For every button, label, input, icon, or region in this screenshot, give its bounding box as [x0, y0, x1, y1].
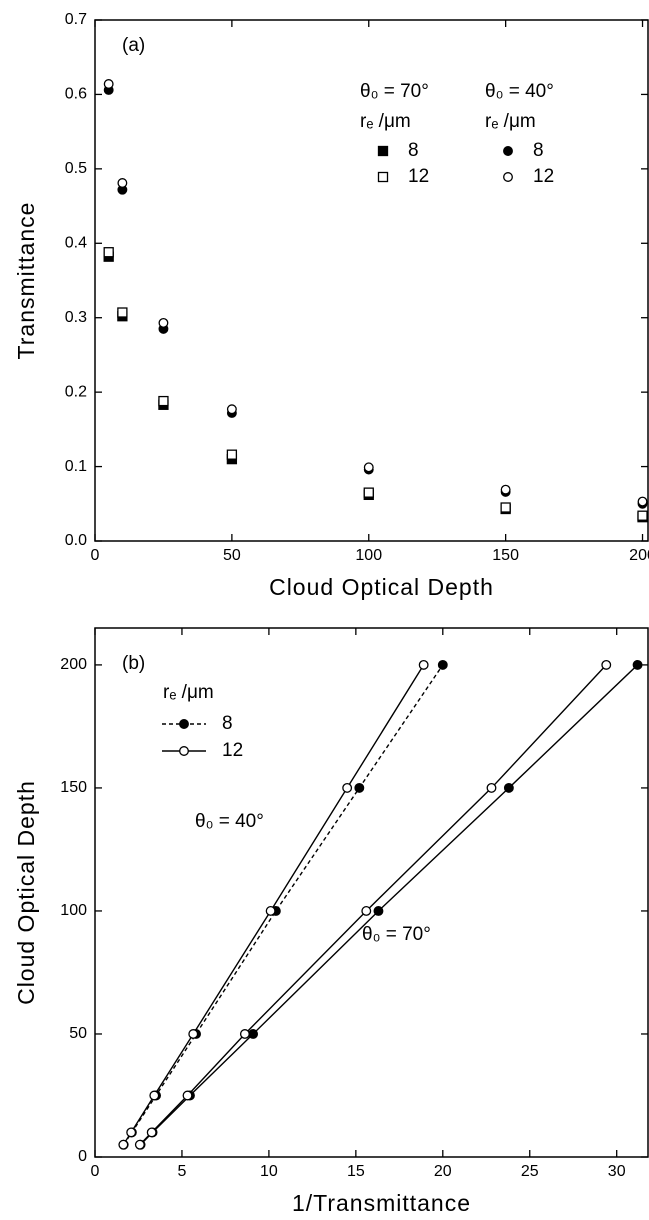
- legend-subtitle: rₑ /μm: [360, 111, 411, 132]
- x-tick-label: 0: [91, 1163, 100, 1180]
- series-line: [139, 664, 607, 1146]
- point: [146, 1127, 157, 1138]
- point: [601, 659, 612, 670]
- y-tick-label: 200: [60, 656, 87, 673]
- point: [373, 906, 384, 916]
- y-axis-title: Cloud Optical Depth: [13, 780, 39, 1005]
- x-tick-label: 5: [177, 1163, 186, 1180]
- point: [118, 1139, 129, 1150]
- annotation: (a): [122, 35, 145, 56]
- point: [265, 906, 276, 916]
- x-tick-label: 15: [347, 1163, 365, 1180]
- legend-label: 8: [533, 140, 544, 161]
- legend-subtitle: rₑ /μm: [485, 111, 536, 132]
- x-axis-title: Cloud Optical Depth: [269, 574, 494, 600]
- legend-label: 8: [408, 140, 419, 161]
- y-tick-label: 0.0: [65, 532, 87, 549]
- legend-marker: [377, 145, 389, 157]
- point: [126, 1127, 137, 1138]
- legend-title: θ₀ = 40°: [485, 81, 554, 102]
- point: [103, 79, 114, 89]
- annotation: (b): [122, 653, 145, 674]
- x-axis-title: 1/Transmittance: [292, 1190, 471, 1216]
- legend-marker: [179, 719, 189, 729]
- x-tick-label: 10: [260, 1163, 278, 1180]
- legend-title: θ₀ = 70°: [360, 81, 429, 102]
- legend-label: 12: [222, 740, 243, 761]
- y-tick-label: 0.3: [65, 309, 87, 326]
- y-tick-label: 50: [69, 1025, 87, 1042]
- point: [418, 659, 429, 670]
- x-tick-label: 25: [521, 1163, 539, 1180]
- y-tick-label: 0: [78, 1148, 87, 1165]
- series-line: [122, 664, 425, 1146]
- y-tick-label: 0.7: [65, 11, 87, 28]
- point: [149, 1090, 160, 1101]
- point: [103, 247, 114, 258]
- point: [226, 404, 237, 415]
- x-tick-label: 50: [223, 547, 241, 564]
- legend-label: 8: [222, 713, 233, 734]
- point: [226, 449, 238, 460]
- point: [503, 782, 514, 793]
- annotation: θ₀ = 40°: [195, 811, 264, 832]
- point: [363, 462, 374, 473]
- point: [158, 317, 169, 328]
- plot-frame: [94, 19, 649, 542]
- y-axis-title: Transmittance: [13, 202, 39, 360]
- point: [188, 1029, 199, 1039]
- x-tick-label: 200: [629, 547, 649, 564]
- point: [117, 307, 128, 318]
- x-tick-label: 20: [434, 1163, 452, 1180]
- legend-label: 12: [533, 166, 554, 187]
- x-tick-label: 0: [91, 547, 100, 564]
- point: [342, 782, 353, 793]
- point: [134, 1139, 145, 1150]
- y-tick-label: 100: [60, 902, 87, 919]
- y-tick-label: 0.5: [65, 160, 87, 177]
- point: [363, 487, 374, 498]
- point: [117, 178, 128, 188]
- y-tick-label: 150: [60, 779, 87, 796]
- point: [500, 502, 511, 513]
- legend-marker: [179, 746, 189, 756]
- point: [239, 1029, 250, 1039]
- point: [500, 484, 511, 495]
- legend-marker: [377, 171, 389, 183]
- legend-title: rₑ /μm: [163, 682, 214, 703]
- point: [158, 395, 169, 407]
- point: [637, 510, 648, 521]
- y-tick-label: 0.4: [65, 235, 87, 252]
- y-tick-label: 0.1: [65, 458, 87, 475]
- point: [354, 782, 365, 793]
- plot-frame: [94, 627, 649, 1158]
- series-line: [123, 664, 444, 1146]
- point: [637, 496, 648, 507]
- point: [486, 782, 497, 793]
- point: [437, 659, 448, 670]
- legend-label: 12: [408, 166, 429, 187]
- point: [632, 659, 643, 670]
- y-tick-label: 0.2: [65, 383, 87, 400]
- legend-marker: [503, 172, 513, 182]
- point: [248, 1029, 259, 1039]
- legend-marker: [503, 146, 513, 156]
- annotation: θ₀ = 70°: [362, 924, 431, 945]
- x-tick-label: 30: [608, 1163, 626, 1180]
- point: [182, 1090, 193, 1101]
- series-line: [140, 664, 639, 1146]
- x-tick-label: 100: [355, 547, 382, 564]
- x-tick-label: 150: [492, 547, 519, 564]
- point: [361, 906, 372, 916]
- y-tick-label: 0.6: [65, 86, 87, 103]
